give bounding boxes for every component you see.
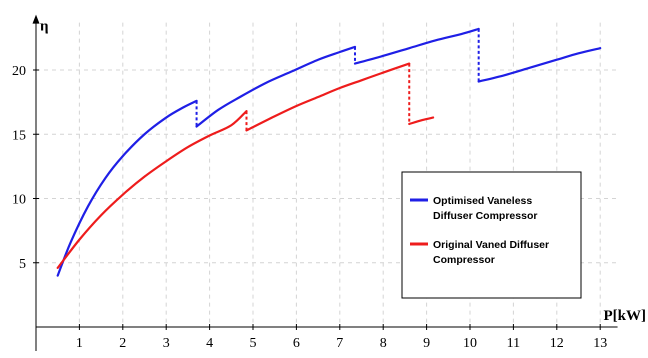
legend-label: Compressor [433, 254, 495, 266]
legend-box [401, 171, 582, 299]
x-tick-label: 5 [250, 336, 257, 351]
legend-label: Original Vaned Diffuser [433, 239, 549, 251]
x-tick-label: 8 [380, 336, 387, 351]
x-tick-label: 3 [163, 336, 170, 351]
y-tick-label: 15 [12, 128, 26, 143]
x-axis-label: P[kW] [604, 308, 647, 324]
x-tick-label: 13 [593, 336, 607, 351]
series-line-segment [408, 116, 435, 126]
series-line-segment [477, 47, 602, 83]
legend-label: Diffuser Compressor [433, 210, 537, 222]
series-optimised-vaneless [56, 27, 602, 277]
x-tick-label: 2 [119, 336, 126, 351]
series-line-segment [195, 45, 357, 128]
x-tick-label: 10 [463, 336, 477, 351]
x-tick-label: 6 [293, 336, 300, 351]
y-axis-label: η [40, 19, 49, 35]
x-tick-label: 11 [507, 336, 520, 351]
x-tick-label: 1 [76, 336, 83, 351]
chart-axes [32, 14, 618, 351]
y-tick-label: 10 [12, 193, 26, 208]
x-tick-label: 9 [423, 336, 430, 351]
x-tick-label: 12 [550, 336, 564, 351]
y-tick-label: 20 [12, 64, 26, 79]
series-original-vaned [56, 62, 435, 269]
series-line-segment [353, 27, 480, 65]
series-line-segment [245, 62, 411, 132]
chart-legend: Optimised Vaneless Diffuser Compressor Ori… [401, 171, 582, 299]
x-tick-label: 4 [206, 336, 213, 351]
y-tick-label: 5 [19, 257, 26, 272]
series-line-segment [56, 99, 198, 277]
chart-grid [36, 22, 618, 327]
y-axis-arrow [32, 14, 40, 24]
chart-series [56, 27, 602, 277]
series-line-segment [56, 110, 248, 269]
x-tick-label: 7 [336, 336, 343, 351]
legend-label: Optimised Vaneless [433, 195, 532, 207]
